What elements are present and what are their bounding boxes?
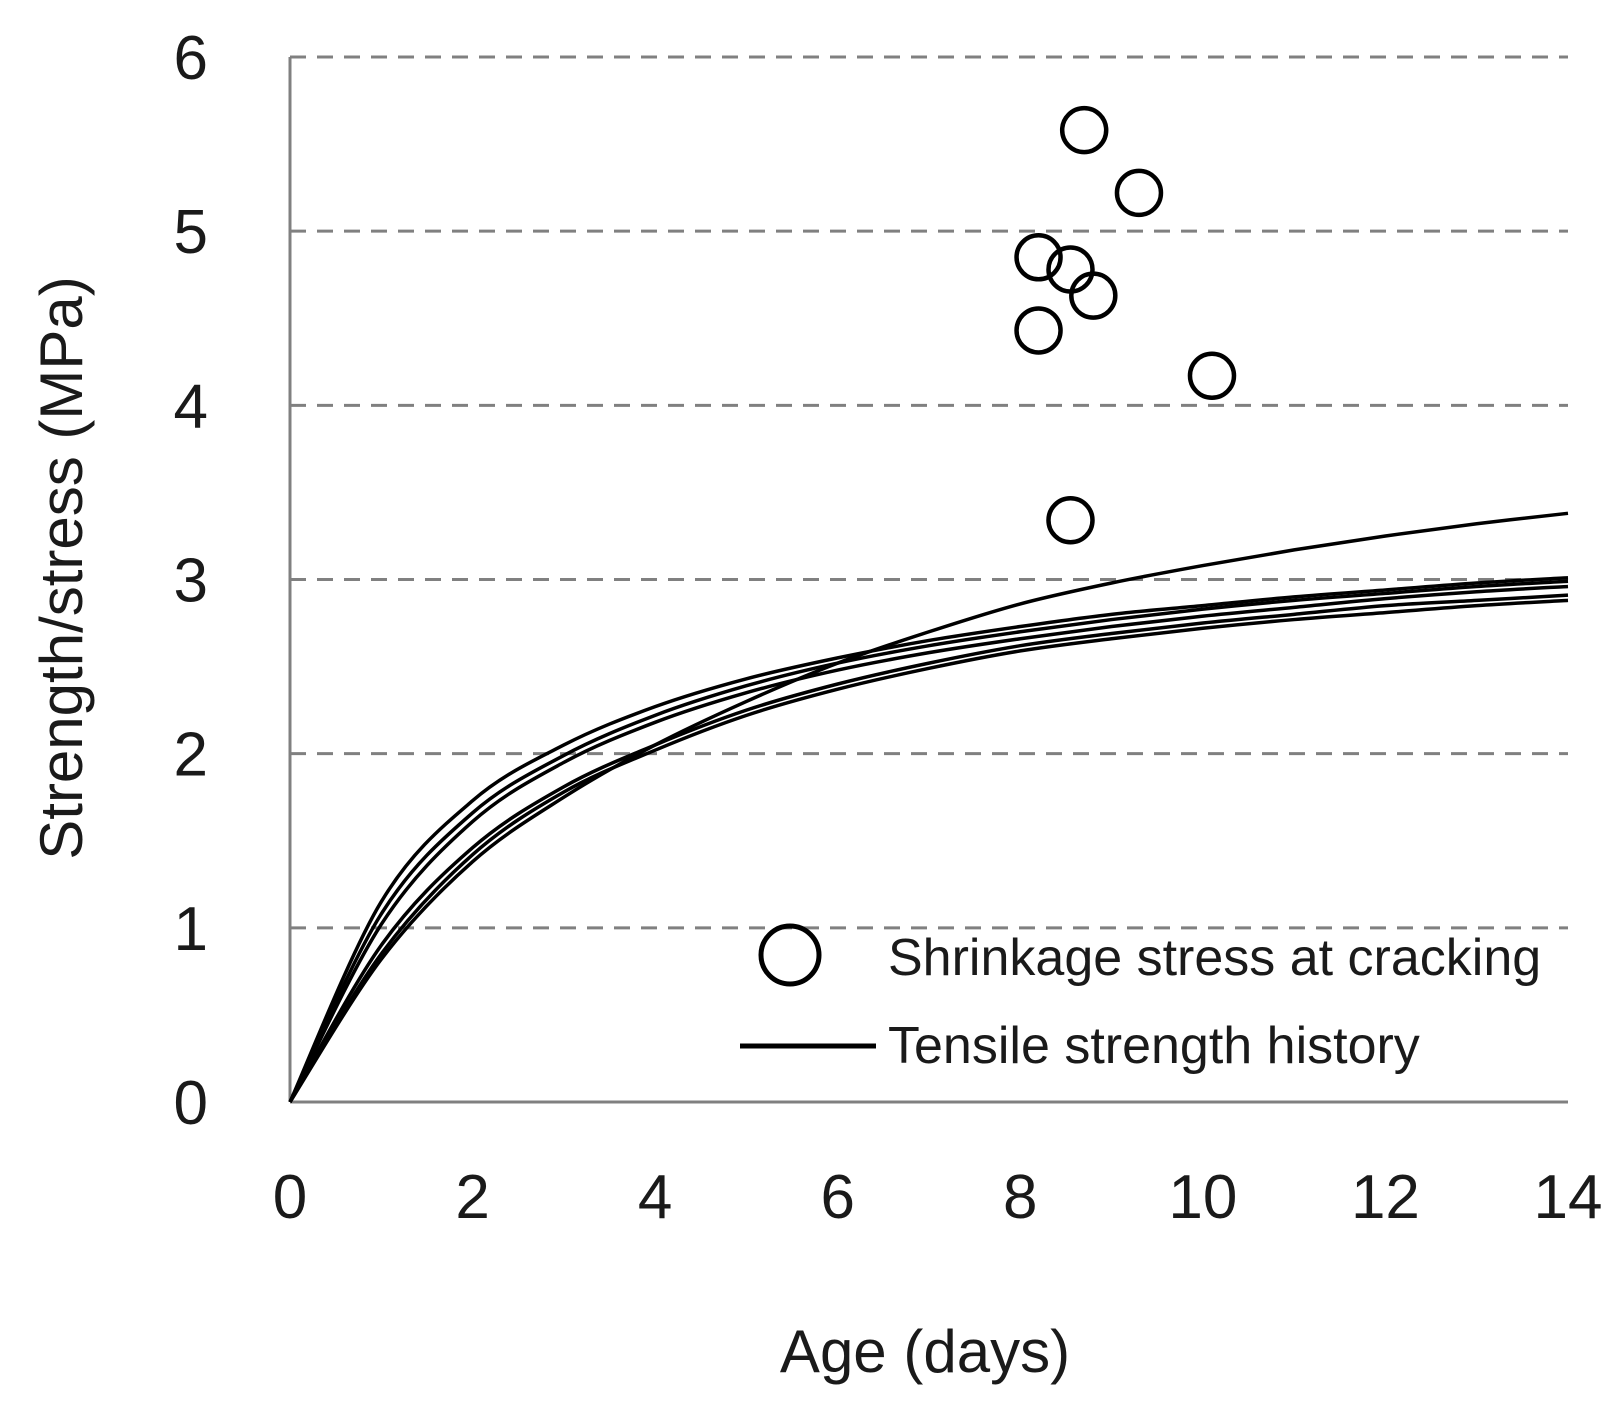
gridlines: [290, 55, 1568, 930]
legend: Shrinkage stress at cracking Tensile str…: [740, 923, 1541, 1075]
tensile-strength-line-6: [288, 511, 1569, 1103]
tensile-strength-line-3: [288, 584, 1569, 1103]
shrinkage-point-6: [1014, 306, 1063, 355]
x-tick-label-12: 12: [1351, 1163, 1420, 1232]
tensile-strength-line-2: [288, 593, 1569, 1103]
y-tick-label-1: 1: [174, 895, 208, 964]
x-tick-label-8: 8: [1003, 1163, 1037, 1232]
y-tick-label-0: 0: [174, 1069, 208, 1138]
y-tick-label-4: 4: [174, 372, 208, 441]
shrinkage-point-8: [1046, 496, 1095, 545]
shrinkage-stress-points: [1014, 105, 1237, 545]
shrinkage-point-2: [1114, 168, 1164, 218]
x-tick-label-0: 0: [273, 1163, 307, 1232]
x-tick-label-14: 14: [1534, 1163, 1603, 1232]
x-tick-label-2: 2: [455, 1163, 489, 1232]
tensile-strength-lines: [288, 511, 1569, 1103]
shrinkage-point-3: [1014, 233, 1063, 282]
tensile-strength-line-1: [288, 598, 1569, 1103]
x-axis-title: Age (days): [780, 1318, 1070, 1385]
y-tick-label-2: 2: [174, 721, 208, 790]
shrinkage-point-5: [1069, 271, 1118, 320]
y-tick-label-5: 5: [174, 198, 208, 267]
legend-circle-marker: [758, 923, 822, 987]
legend-label-tensile: Tensile strength history: [888, 1017, 1420, 1075]
x-tick-label-10: 10: [1168, 1163, 1237, 1232]
shrinkage-point-1: [1059, 105, 1109, 155]
y-axis-title: Strength/stress (MPa): [28, 276, 95, 860]
y-tick-label-3: 3: [174, 547, 208, 616]
legend-label-shrinkage: Shrinkage stress at cracking: [888, 929, 1541, 987]
axes: [288, 57, 1568, 1104]
y-tick-label-6: 6: [174, 24, 208, 93]
x-tick-label-6: 6: [820, 1163, 854, 1232]
x-tick-label-4: 4: [638, 1163, 672, 1232]
tensile-strength-line-5: [288, 576, 1569, 1103]
tensile-strength-line-4: [288, 579, 1569, 1103]
shrinkage-point-7: [1187, 351, 1237, 400]
